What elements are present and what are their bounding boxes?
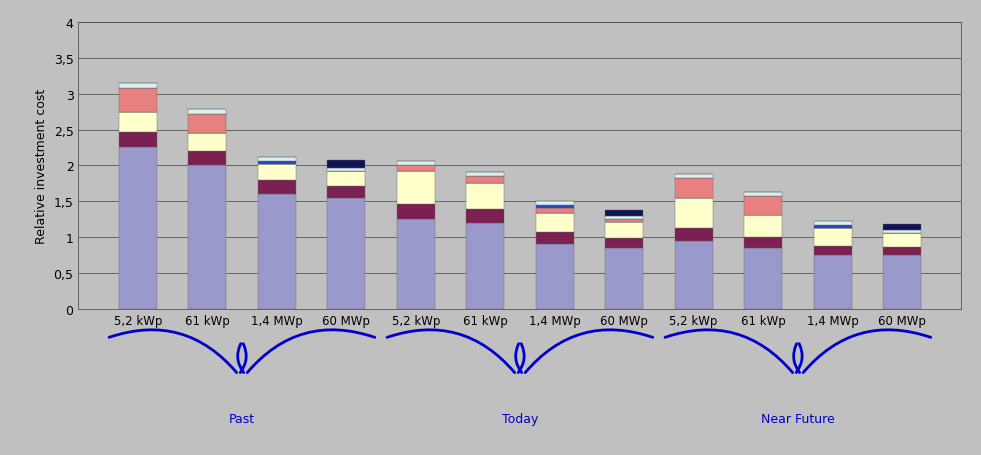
Bar [813,226,852,228]
Bar [119,132,157,148]
Bar [327,172,365,186]
Bar [536,206,574,208]
Bar [675,179,713,198]
Bar [883,248,921,256]
Bar [466,172,504,177]
Bar [327,186,365,198]
Bar [466,223,504,309]
Bar [188,134,227,152]
Bar [883,231,921,233]
Bar [813,246,852,256]
Bar [396,220,435,309]
Bar [188,166,227,309]
Bar [466,184,504,209]
Bar [536,202,574,206]
Bar [396,166,435,172]
Bar [466,177,504,184]
Bar [396,162,435,166]
Bar [813,222,852,226]
Y-axis label: Relative investment cost: Relative investment cost [35,89,48,243]
Bar [605,238,644,248]
Bar [605,220,644,222]
Bar [119,84,157,89]
Bar [327,168,365,172]
Bar [536,213,574,233]
Bar [744,196,782,216]
Bar [327,198,365,309]
Bar [605,211,644,217]
Bar [536,208,574,213]
Bar [396,204,435,220]
Bar [188,115,227,134]
Bar [188,110,227,115]
Text: Past: Past [229,412,255,425]
Bar [675,175,713,179]
Bar [327,160,365,168]
Bar [258,165,296,180]
Bar [813,256,852,309]
Bar [744,192,782,196]
Bar [536,245,574,309]
Bar [258,195,296,309]
Bar [675,198,713,228]
Bar [675,228,713,241]
Bar [466,209,504,223]
Bar [258,162,296,165]
Bar [258,157,296,162]
Bar [605,217,644,220]
Bar [188,152,227,166]
Bar [744,248,782,309]
Bar [119,89,157,112]
Bar [396,172,435,204]
Bar [744,237,782,248]
Bar [605,248,644,309]
Bar [119,148,157,309]
Bar [258,180,296,195]
Bar [813,228,852,246]
Bar [744,216,782,237]
Bar [675,241,713,309]
Bar [883,256,921,309]
Bar [536,233,574,245]
Bar [119,112,157,132]
Text: Today: Today [501,412,539,425]
Text: Near Future: Near Future [761,412,835,425]
Bar [605,222,644,238]
Bar [883,225,921,231]
Bar [883,233,921,248]
